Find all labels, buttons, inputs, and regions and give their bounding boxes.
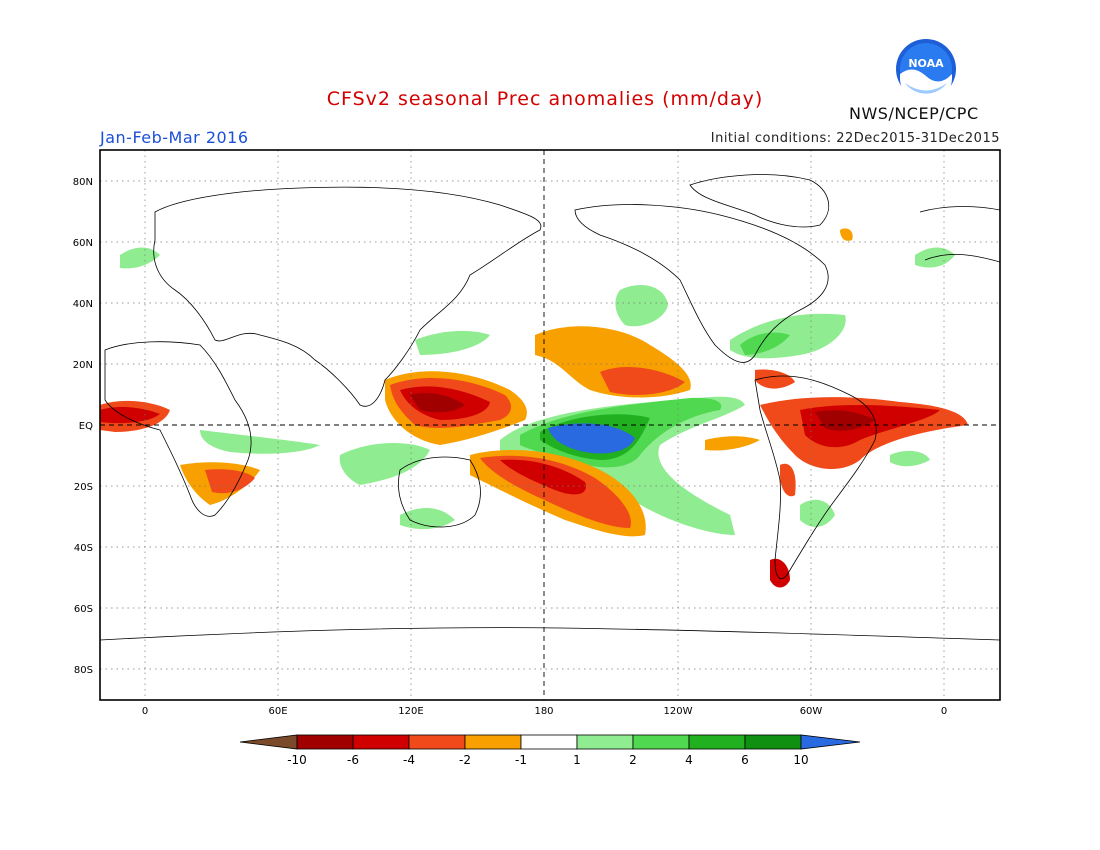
initial-conditions: Initial conditions: 22Dec2015-31Dec2015	[710, 131, 1000, 146]
legend-swatch	[352, 734, 410, 750]
legend-label: -1	[515, 753, 527, 767]
map-frame	[99, 149, 1001, 701]
legend-label: -2	[459, 753, 471, 767]
coastlines	[100, 174, 1000, 641]
legend-swatch	[576, 734, 634, 750]
lon-label: 0	[941, 706, 947, 717]
longitude-labels: 0 60E 120E 180 120W 60W 0	[142, 706, 947, 717]
lat-label: 20S	[74, 482, 93, 493]
graticule	[100, 150, 1000, 700]
legend-swatch	[632, 734, 690, 750]
legend-label: 6	[741, 753, 749, 767]
legend-label: 1	[573, 753, 581, 767]
agency-label: NWS/NCEP/CPC	[849, 104, 979, 123]
map-title: CFSv2 seasonal Prec anomalies (mm/day)	[326, 88, 764, 110]
lat-label: EQ	[79, 421, 93, 432]
legend-swatch	[688, 734, 746, 750]
lon-label: 120E	[398, 706, 423, 717]
lat-label: 40N	[73, 299, 93, 310]
lon-label: 60W	[800, 706, 823, 717]
reference-lines	[100, 150, 1000, 700]
legend-label: 4	[685, 753, 693, 767]
logo-text: NOAA	[908, 57, 944, 70]
color-bar: -10 -6 -4 -2 -1 1 2 4 6 10	[239, 734, 861, 767]
forecast-period: Jan-Feb-Mar 2016	[100, 128, 249, 147]
lat-label: 40S	[74, 543, 93, 554]
lat-label: 60S	[74, 604, 93, 615]
legend-swatch	[520, 734, 578, 750]
lat-label: 20N	[73, 360, 93, 371]
lon-label: 60E	[268, 706, 287, 717]
legend-label: -4	[403, 753, 415, 767]
legend-swatch	[744, 734, 802, 750]
legend-swatch	[408, 734, 466, 750]
lon-label: 0	[142, 706, 148, 717]
legend-label: 2	[629, 753, 637, 767]
legend-label: 10	[793, 753, 808, 767]
legend-swatch	[464, 734, 522, 750]
lat-label: 80S	[74, 665, 93, 676]
legend-swatch	[296, 734, 354, 750]
legend-swatch-above	[800, 734, 861, 750]
legend-label: -10	[287, 753, 307, 767]
dry-anomaly-regions	[100, 228, 968, 588]
lon-label: 180	[534, 706, 553, 717]
latitude-labels: 80N 60N 40N 20N EQ 20S 40S 60S 80S	[73, 177, 93, 676]
lat-label: 60N	[73, 238, 93, 249]
legend-label: -6	[347, 753, 359, 767]
lon-label: 120W	[664, 706, 693, 717]
wet-anomaly-regions	[120, 247, 955, 535]
lat-label: 80N	[73, 177, 93, 188]
noaa-logo-icon: NOAA	[896, 39, 956, 100]
legend-swatch-below	[239, 734, 298, 750]
